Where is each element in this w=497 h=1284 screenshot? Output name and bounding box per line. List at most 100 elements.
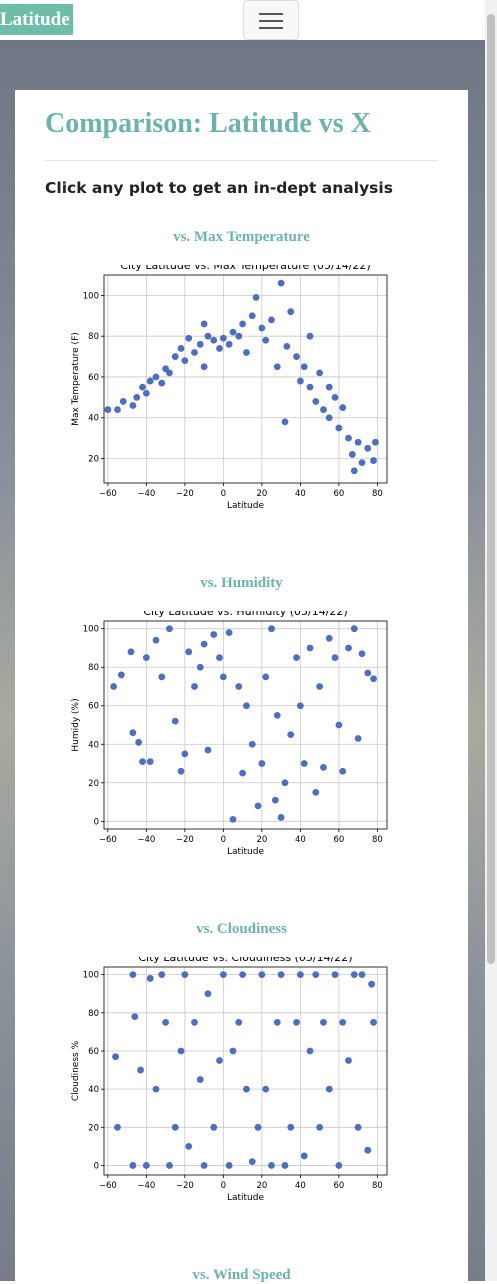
scatter-point [316, 1123, 324, 1131]
scatter-point [235, 1018, 243, 1026]
scatter-point [277, 279, 285, 287]
y-tick-label: 60 [88, 1047, 99, 1057]
scatter-point [152, 1085, 160, 1093]
scatter-point [354, 735, 362, 742]
scatter-point [364, 1146, 372, 1154]
scatter-point [312, 971, 320, 979]
menu-toggle[interactable] [243, 0, 299, 40]
scatter-point [350, 625, 358, 633]
scatter-point [281, 779, 289, 787]
x-tick-label: −40 [137, 835, 155, 845]
x-tick-label: −40 [137, 1181, 155, 1191]
scroll-thumb[interactable] [487, 14, 495, 964]
scatter-point [139, 758, 146, 765]
y-tick-label: 60 [88, 702, 99, 712]
scatter-point [133, 393, 141, 401]
scatter-point [137, 1066, 144, 1074]
divider [45, 160, 438, 161]
navbar: Latitude [0, 0, 485, 40]
x-axis-label: Latitude [227, 501, 265, 511]
scatter-point [177, 1047, 185, 1055]
y-tick-label: 20 [88, 779, 99, 789]
x-tick-label: 80 [372, 1181, 383, 1191]
scatter-point [358, 459, 366, 467]
plot-heading: vs. Cloudiness [196, 921, 287, 937]
chart[interactable]: City Latitude vs. Cloudiness (05/14/22) −… [0, 957, 497, 1227]
scatter-point [364, 444, 372, 452]
brand[interactable]: Latitude [0, 4, 73, 35]
y-tick-label: 20 [88, 455, 99, 465]
scatter-point [287, 731, 295, 739]
x-tick-label: 0 [221, 489, 226, 499]
x-tick-label: −60 [99, 1181, 117, 1191]
x-tick-label: −20 [176, 1181, 194, 1191]
scatter-point [296, 377, 304, 385]
scatter-point [339, 1018, 347, 1026]
scatter-point [158, 971, 166, 979]
y-tick-label: 80 [88, 1009, 99, 1019]
scatter-point [243, 702, 250, 710]
y-tick-label: 0 [94, 1161, 99, 1171]
scatter-point [325, 414, 333, 422]
scatter-point [129, 971, 137, 979]
chart[interactable]: City Latitude vs. Max Temperature (05/14… [0, 265, 497, 535]
y-tick-label: 100 [83, 625, 99, 635]
scatter-point [370, 675, 377, 683]
y-tick-label: 80 [88, 663, 99, 673]
scatter-point [225, 1162, 233, 1169]
scatter-point [181, 357, 189, 365]
scatter-point [185, 334, 193, 342]
chart[interactable]: City Latitude vs. Humidity (05/14/22) −60… [0, 611, 497, 881]
x-axis-label: Latitude [227, 1193, 265, 1203]
scatter-point [273, 1018, 281, 1026]
scatter-point [191, 349, 198, 356]
scatter-point [112, 1053, 119, 1061]
scatter-point [312, 398, 320, 405]
scatter-point [350, 467, 358, 475]
scatter-point [104, 406, 112, 413]
scatter-point [200, 363, 208, 371]
plot-frame [103, 966, 388, 1176]
scatter-point [372, 438, 379, 446]
scatter-point [370, 1018, 377, 1026]
scatter-point [200, 320, 208, 328]
scatter-point [200, 1162, 208, 1169]
scatter-point [262, 1085, 270, 1093]
scatter-point [142, 1162, 150, 1169]
scatter-point [239, 971, 247, 979]
scatter-point [119, 398, 127, 405]
scatter-point [320, 406, 327, 413]
scatter-point [345, 1057, 352, 1064]
scatter-point [306, 383, 314, 391]
scatter-point [358, 971, 366, 979]
x-tick-label: −60 [99, 835, 117, 845]
scatter-point [216, 345, 223, 352]
chart-title: City Latitude vs. Max Temperature (05/14… [120, 265, 370, 272]
scatter-point [320, 1018, 327, 1026]
scatter-point [243, 349, 250, 356]
scatter-point [271, 796, 279, 804]
scatter-point [348, 451, 356, 458]
x-tick-label: 0 [221, 1181, 226, 1191]
scatter-point [300, 363, 308, 371]
scatter-point [166, 369, 173, 377]
scatter-point [216, 1057, 223, 1064]
scatter-point [331, 393, 339, 401]
scatter-point [171, 1123, 179, 1131]
scatter-point [306, 332, 314, 340]
scatter-point [225, 340, 233, 348]
scatter-point [219, 971, 227, 979]
scatter-point [204, 990, 212, 998]
scatter-point [248, 740, 256, 748]
scatter-point [296, 971, 304, 979]
scatter-point [258, 324, 266, 332]
x-axis-label: Latitude [227, 847, 265, 857]
scatter-point [171, 717, 179, 725]
scatter-point [142, 654, 150, 661]
scatter-point [320, 763, 327, 771]
scatter-point [335, 1162, 343, 1169]
scatter-point [229, 1047, 237, 1055]
scatter-point [239, 320, 247, 328]
scatter-point [277, 814, 285, 821]
chart-title: City Latitude vs. Humidity (05/14/22) [143, 611, 347, 618]
